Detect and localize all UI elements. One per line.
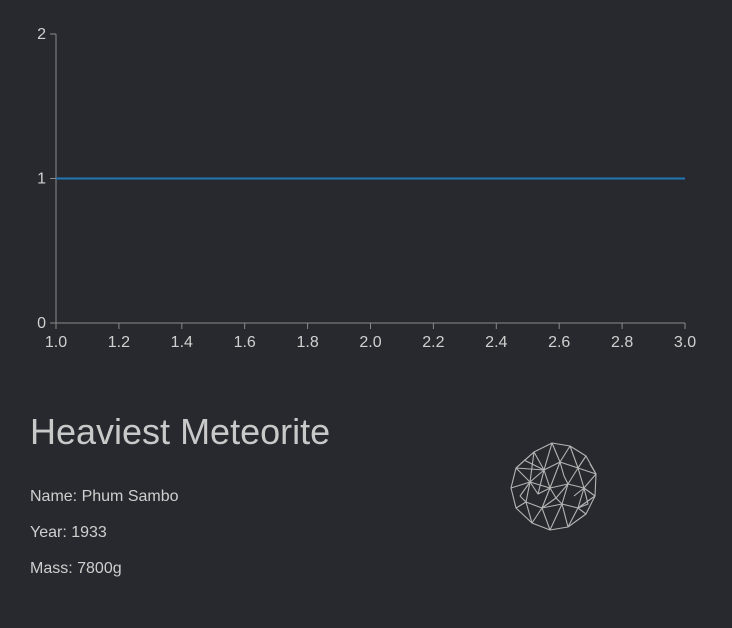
x-tick-label: 1.6 (234, 334, 256, 351)
x-tick-label: 2.4 (485, 334, 507, 351)
x-tick-label: 1.2 (108, 334, 130, 351)
meteorite-name: Name: Phum Sambo (30, 488, 179, 505)
y-tick-label: 0 (37, 315, 46, 332)
y-tick-label: 2 (37, 26, 46, 43)
line-chart: 0 1 2 1.0 1.2 1.4 1.6 1.8 2.0 2.2 2.4 2.6 2.8 3.0 (37, 26, 696, 351)
x-tick-label: 2.8 (611, 334, 633, 351)
info-title: Heaviest Meteorite (30, 411, 331, 452)
y-tick-label: 1 (37, 171, 46, 188)
x-tick-label: 2.6 (548, 334, 570, 351)
x-tick-label: 2.0 (359, 334, 381, 351)
meteorite-info: Heaviest Meteorite Name: Phum Sambo Year… (30, 410, 330, 578)
meteorite-year: Year: 1933 (30, 524, 107, 541)
x-tick-label: 2.2 (422, 334, 444, 351)
x-tick-label: 1.0 (45, 334, 67, 351)
x-tick-label: 3.0 (674, 334, 696, 351)
x-tick-label: 1.4 (171, 334, 193, 351)
meteorite-mass: Mass: 7800g (30, 560, 122, 577)
meteorite-wireframe-icon (510, 442, 597, 531)
x-tick-label: 1.8 (296, 334, 318, 351)
